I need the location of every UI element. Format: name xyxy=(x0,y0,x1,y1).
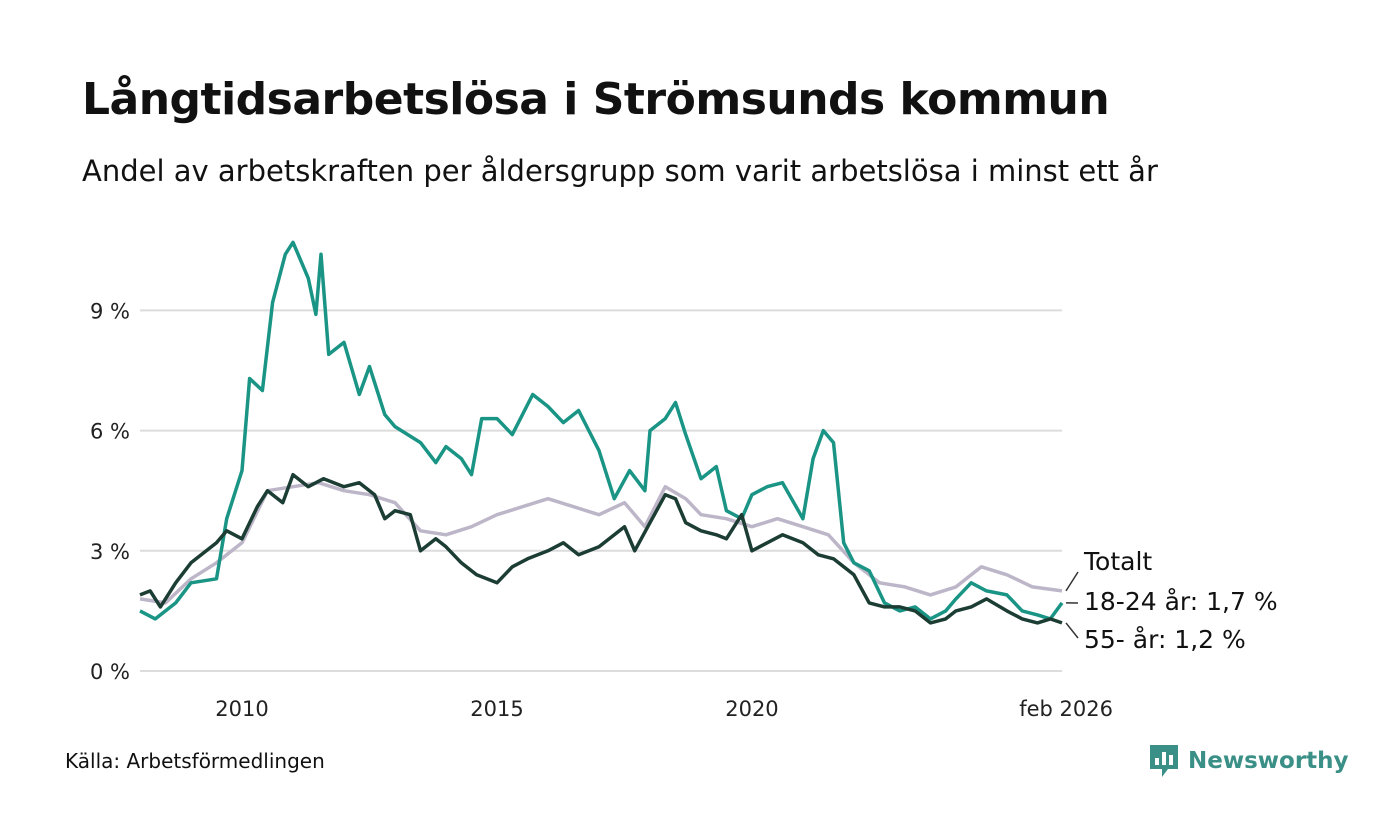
series-end-label: 55- år: 1,2 % xyxy=(1084,625,1246,654)
series-end-label: 18-24 år: 1,7 % xyxy=(1084,587,1278,616)
series-labels: Totalt 18-24 år: 1,7 % 55- år: 1,2 % xyxy=(1065,547,1278,654)
y-tick-label: 6 % xyxy=(90,420,130,444)
series-leader-line xyxy=(1065,571,1079,592)
brand-logo: Newsworthy xyxy=(1148,743,1349,779)
series-line-0 xyxy=(139,480,1063,605)
y-tick-label: 3 % xyxy=(90,540,130,564)
newsworthy-logo-icon xyxy=(1150,745,1178,777)
gridlines xyxy=(140,309,1062,672)
series-leader-line xyxy=(1065,622,1079,639)
series-line-2 xyxy=(139,472,1063,625)
x-tick-label: feb 2026 xyxy=(1019,697,1113,721)
x-tick-label: 2015 xyxy=(470,697,523,721)
chart-subtitle: Andel av arbetskraften per åldersgrupp s… xyxy=(82,154,1158,188)
x-axis-ticks: 2010 2015 2020 feb 2026 xyxy=(215,697,1113,721)
brand-name: Newsworthy xyxy=(1188,748,1349,774)
series-lines xyxy=(139,240,1064,625)
y-axis-ticks: 0 % 3 % 6 % 9 % xyxy=(90,299,130,684)
line-chart: 0 % 3 % 6 % 9 % 2010 2015 2020 feb 2026 Totalt… xyxy=(90,240,1278,721)
series-end-label: Totalt xyxy=(1083,547,1152,576)
x-tick-label: 2020 xyxy=(725,697,778,721)
y-tick-label: 0 % xyxy=(90,660,130,684)
y-tick-label: 9 % xyxy=(90,299,130,323)
x-tick-label: 2010 xyxy=(215,697,268,721)
source-note: Källa: Arbetsförmedlingen xyxy=(65,749,325,773)
series-line-1 xyxy=(139,240,1064,621)
chart-title: Långtidsarbetslösa i Strömsunds kommun xyxy=(82,74,1110,125)
